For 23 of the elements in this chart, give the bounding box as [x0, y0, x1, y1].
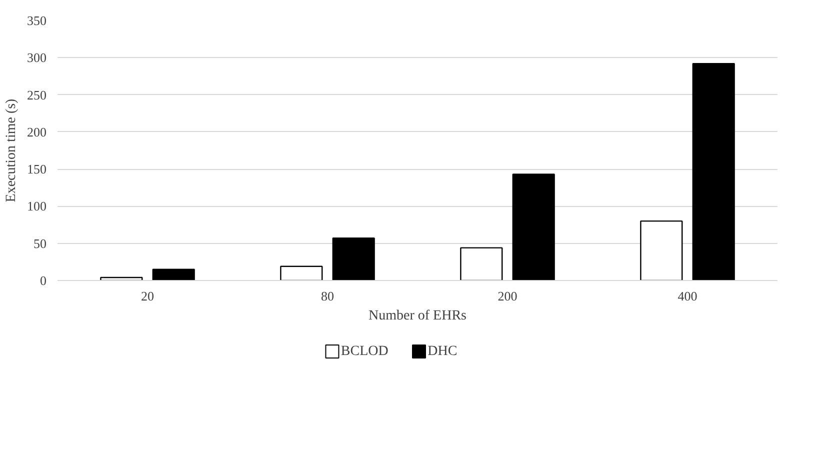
y-tick-label: 150 [27, 162, 46, 177]
bar [512, 174, 555, 280]
bar [640, 220, 683, 280]
x-tick-label: 200 [498, 288, 518, 304]
y-tick-label: 350 [27, 13, 46, 28]
x-axis-title: Number of EHRs [368, 308, 467, 324]
x-tick-label: 20 [141, 288, 154, 304]
bar [692, 62, 735, 280]
y-tick-label: 300 [27, 50, 46, 66]
bar [152, 268, 195, 280]
legend-label: DHC [428, 344, 458, 359]
y-axis-title: Execution time (s) [4, 98, 19, 202]
bar [332, 238, 375, 280]
x-tick-label: 400 [678, 288, 698, 304]
y-tick-label: 100 [27, 198, 46, 214]
y-tick-label: 250 [27, 87, 46, 102]
bar [280, 266, 323, 280]
y-tick-label: 50 [34, 236, 46, 251]
x-tick-label: 80 [321, 288, 334, 304]
bar [460, 247, 503, 280]
y-tick-label: 0 [40, 273, 46, 288]
legend-label: BCLOD [340, 344, 388, 359]
y-tick-label: 200 [27, 124, 46, 140]
